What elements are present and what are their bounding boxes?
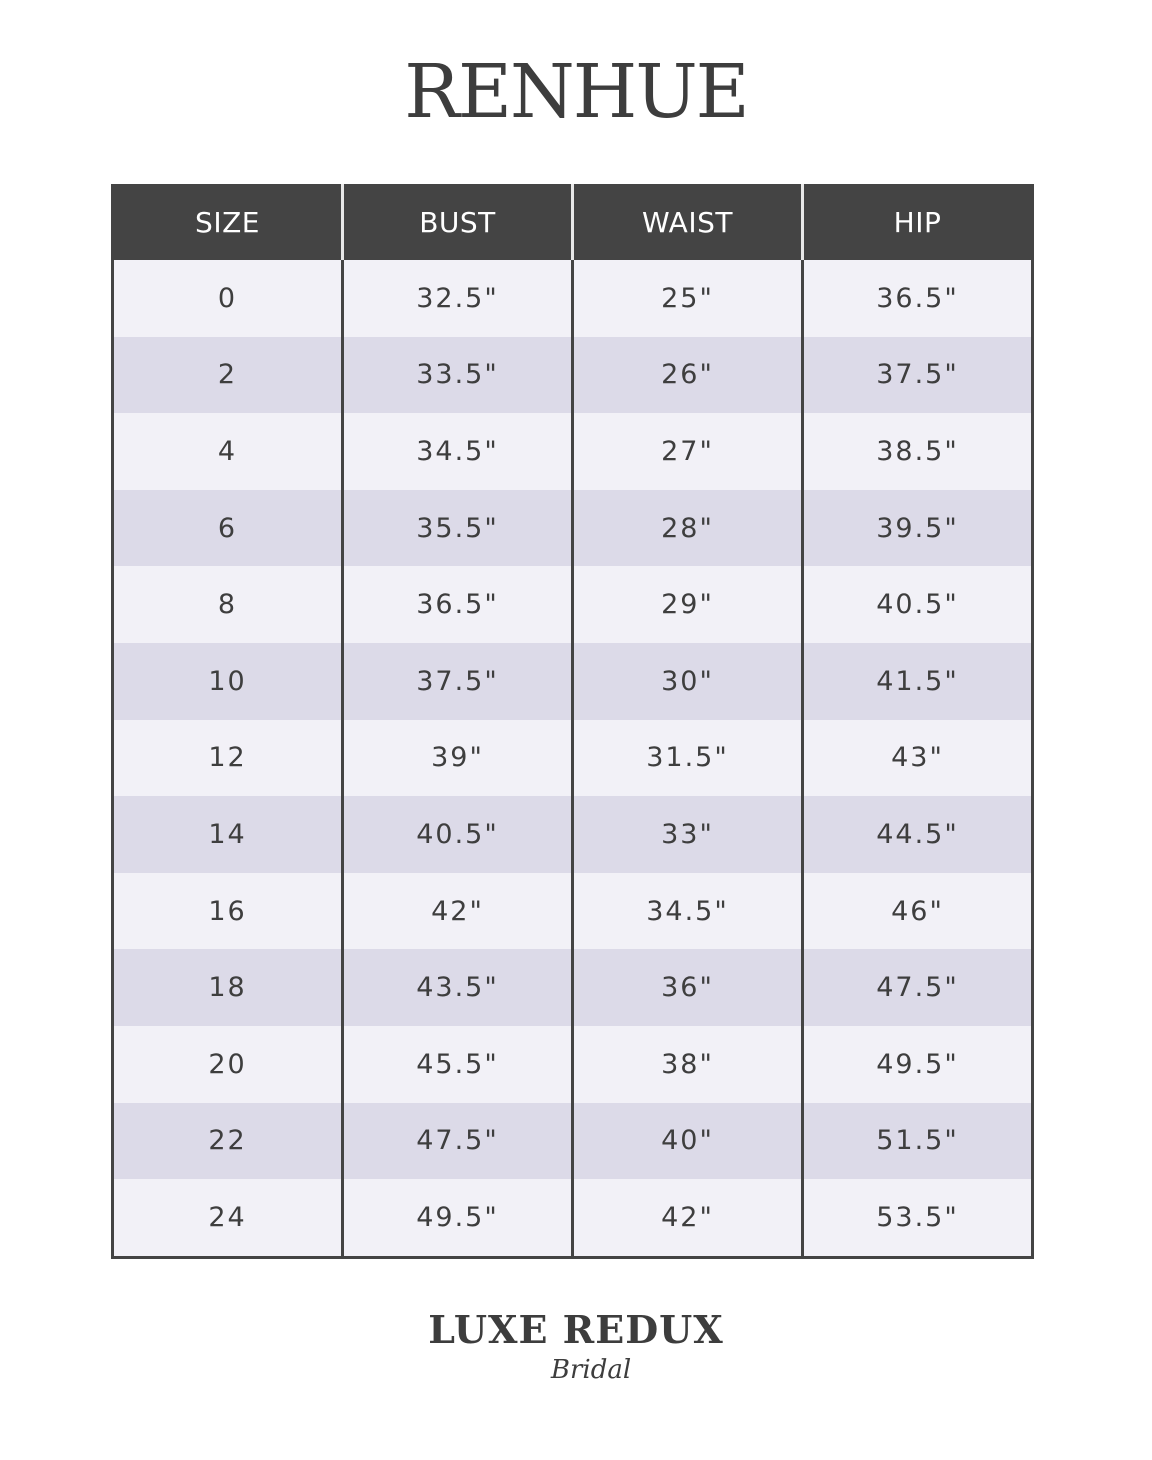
cell-size: 20 (208, 1048, 247, 1080)
cell-bust: 39" (341, 719, 571, 797)
brand-title: RENHUE (404, 49, 749, 135)
table-row: 12 39" 31.5" 43" (114, 719, 1031, 797)
cell-size: 12 (208, 742, 247, 774)
cell-waist: 28" (571, 489, 801, 567)
cell-size: 14 (208, 818, 247, 850)
cell-size: 2 (217, 359, 238, 391)
cell-bust: 43.5" (341, 949, 571, 1026)
cell-hip: 44.5" (801, 796, 1031, 873)
cell-waist: 40" (571, 1102, 801, 1180)
table-row: 20 45.5" 38" 49.5" (114, 1025, 1031, 1103)
cell-hip: 39.5" (801, 489, 1031, 567)
cell-bust: 45.5" (341, 1025, 571, 1103)
table-row: 2 33.5" 26" 37.5" (114, 336, 1031, 414)
cell-hip: 40.5" (801, 566, 1031, 643)
cell-size: 4 (217, 435, 238, 467)
cell-bust: 36.5" (341, 566, 571, 643)
header-waist: WAIST (571, 184, 801, 260)
table-row: 22 47.5" 40" 51.5" (114, 1102, 1031, 1180)
cell-bust: 37.5" (341, 642, 571, 720)
table-row: 0 32.5" 25" 36.5" (114, 260, 1031, 337)
cell-hip: 37.5" (801, 336, 1031, 414)
table-row: 18 43.5" 36" 47.5" (114, 949, 1031, 1026)
table-row: 4 34.5" 27" 38.5" (114, 413, 1031, 490)
cell-hip: 53.5" (801, 1179, 1031, 1256)
table-row: 16 42" 34.5" 46" (114, 872, 1031, 950)
cell-bust: 47.5" (341, 1102, 571, 1180)
table-row: 14 40.5" 33" 44.5" (114, 796, 1031, 873)
cell-hip: 51.5" (801, 1102, 1031, 1180)
cell-bust: 34.5" (341, 413, 571, 490)
cell-waist: 29" (571, 566, 801, 643)
table-row: 6 35.5" 28" 39.5" (114, 489, 1031, 567)
cell-hip: 38.5" (801, 413, 1031, 490)
cell-size: 22 (208, 1125, 247, 1157)
table-row: 24 49.5" 42" 53.5" (114, 1179, 1031, 1256)
size-chart-table: SIZE BUST WAIST HIP 0 32.5" 25" 36.5" 2 33.5"… (111, 184, 1034, 1259)
cell-bust: 40.5" (341, 796, 571, 873)
cell-hip: 46" (801, 872, 1031, 950)
cell-size: 10 (208, 665, 247, 697)
logo-main-text: LUXE REDUX (428, 1307, 724, 1352)
cell-hip: 49.5" (801, 1025, 1031, 1103)
table-body: 0 32.5" 25" 36.5" 2 33.5" 26" 37.5" 4 34.5" 27" 38.… (114, 260, 1031, 1256)
table-row: 10 37.5" 30" 41.5" (114, 642, 1031, 720)
cell-waist: 42" (571, 1179, 801, 1256)
cell-size: 6 (217, 512, 238, 544)
cell-size: 24 (208, 1201, 247, 1233)
cell-hip: 47.5" (801, 949, 1031, 1026)
cell-waist: 36" (571, 949, 801, 1026)
cell-size: 0 (217, 282, 238, 314)
cell-size: 18 (208, 972, 247, 1004)
header-bust: BUST (341, 184, 571, 260)
logo-sub-text: Bridal (550, 1355, 632, 1385)
table-row: 8 36.5" 29" 40.5" (114, 566, 1031, 643)
cell-hip: 41.5" (801, 642, 1031, 720)
cell-waist: 34.5" (571, 872, 801, 950)
cell-waist: 33" (571, 796, 801, 873)
cell-bust: 35.5" (341, 489, 571, 567)
cell-size: 16 (208, 895, 247, 927)
cell-bust: 49.5" (341, 1179, 571, 1256)
table-header-row: SIZE BUST WAIST HIP (114, 184, 1031, 260)
cell-bust: 42" (341, 872, 571, 950)
cell-hip: 36.5" (801, 260, 1031, 337)
cell-waist: 25" (571, 260, 801, 337)
cell-waist: 31.5" (571, 719, 801, 797)
header-hip: HIP (801, 184, 1031, 260)
luxe-redux-logo: LUXE REDUX Bridal (0, 1308, 1152, 1386)
cell-hip: 43" (801, 719, 1031, 797)
cell-waist: 27" (571, 413, 801, 490)
cell-waist: 38" (571, 1025, 801, 1103)
cell-size: 8 (217, 589, 238, 621)
cell-bust: 32.5" (341, 260, 571, 337)
cell-waist: 30" (571, 642, 801, 720)
header-size: SIZE (195, 205, 260, 239)
cell-waist: 26" (571, 336, 801, 414)
cell-bust: 33.5" (341, 336, 571, 414)
